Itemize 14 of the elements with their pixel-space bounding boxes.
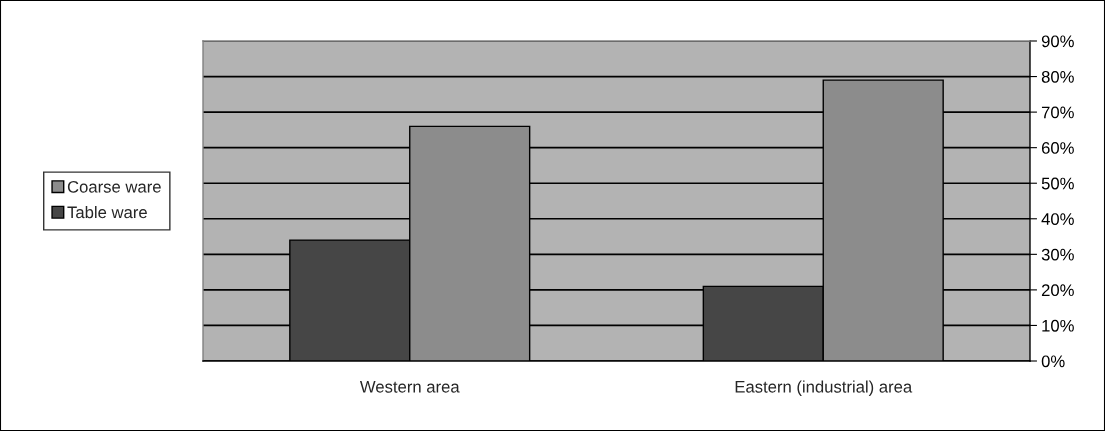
legend-label: Coarse ware [67, 180, 161, 193]
legend-label: Table ware [67, 206, 147, 219]
y-tick-label: 40% [1041, 213, 1074, 225]
y-tick-label: 0% [1041, 355, 1065, 368]
y-tick-label: 10% [1042, 319, 1074, 332]
y-tick-label: 70% [1041, 106, 1074, 119]
y-tick-label: 20% [1041, 284, 1074, 297]
y-tick-label: 30% [1041, 248, 1074, 261]
y-tick-label: 90% [1041, 35, 1074, 48]
y-tick-label: 80% [1041, 70, 1074, 83]
x-tick-label: Eastern (industrial) area [735, 380, 913, 396]
x-tick-label: Western area [359, 381, 460, 393]
y-tick-label: 50% [1041, 177, 1074, 190]
y-tick-label: 60% [1041, 142, 1074, 154]
